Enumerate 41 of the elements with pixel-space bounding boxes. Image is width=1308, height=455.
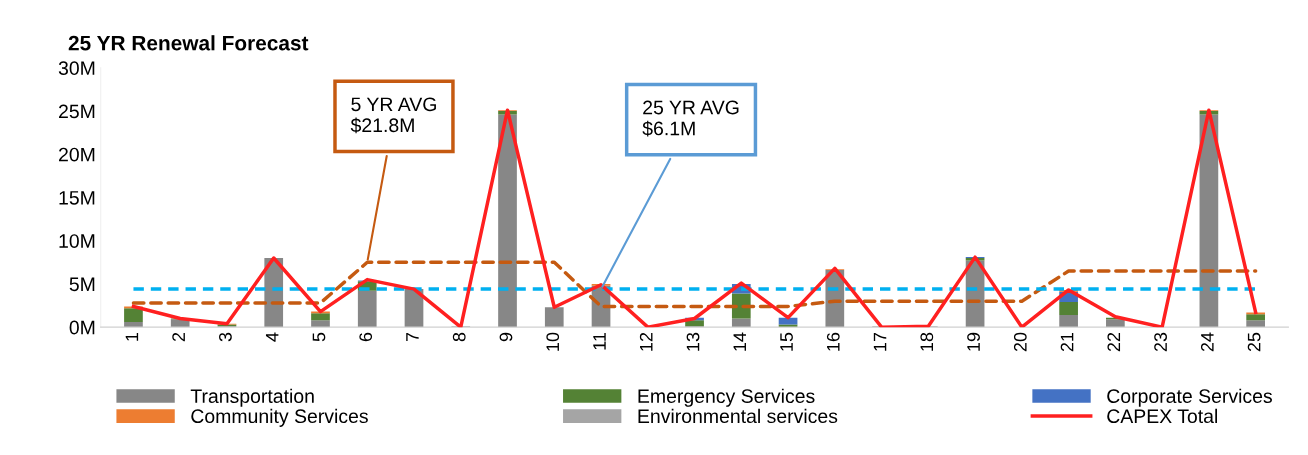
x-tick-label: 21: [1060, 332, 1074, 352]
legend-label: CAPEX Total: [1107, 408, 1217, 424]
x-tick-label: 18: [920, 332, 934, 351]
x-tick-label: 7: [406, 332, 419, 342]
x-tick-label: 17: [873, 332, 887, 351]
x-tick-label: 4: [265, 332, 279, 342]
y-tick-label: 0M: [69, 320, 95, 335]
x-tick-label: 3: [219, 332, 232, 342]
legend-label: Community Services: [191, 408, 368, 427]
annotation: 5 YR AVG $21.8M: [350, 97, 436, 134]
x-tick-label: 13: [686, 332, 700, 351]
chart-title: 25 YR Renewal Forecast: [68, 35, 309, 51]
x-tick-label: 14: [733, 332, 746, 351]
x-tick-label: 10: [546, 332, 560, 351]
x-tick-label: 24: [1200, 332, 1214, 352]
x-tick-label: 20: [1013, 332, 1027, 352]
x-tick-label: 19: [967, 332, 980, 351]
x-tick-label: 5: [312, 332, 326, 342]
y-tick-label: 10M: [59, 234, 95, 248]
x-tick-label: 25: [1247, 332, 1261, 352]
legend-label: Emergency Services: [638, 388, 815, 407]
x-tick-label: 6: [359, 332, 373, 342]
x-tick-label: 1: [125, 332, 139, 341]
x-tick-label: 22: [1107, 332, 1121, 352]
x-tick-label: 2: [172, 332, 185, 342]
x-tick-label: 11: [593, 332, 606, 350]
x-tick-label: 9: [499, 332, 513, 342]
legend-label: Corporate Services: [1107, 388, 1272, 407]
legend-label: Environmental services: [638, 408, 838, 424]
legend-label: Transportation: [190, 388, 314, 407]
y-tick-label: 15M: [59, 191, 95, 205]
x-tick-label: 23: [1154, 332, 1167, 352]
y-tick-label: 5M: [69, 277, 95, 292]
y-tick-label: 20M: [59, 147, 95, 162]
annotation: 25 YR AVG $6.1M: [642, 100, 739, 137]
y-tick-label: 25M: [59, 104, 95, 119]
y-tick-label: 30M: [58, 61, 95, 76]
x-tick-label: 16: [826, 332, 840, 351]
x-tick-label: 8: [452, 332, 466, 342]
x-tick-label: 12: [639, 332, 653, 351]
x-tick-label: 15: [780, 332, 793, 351]
